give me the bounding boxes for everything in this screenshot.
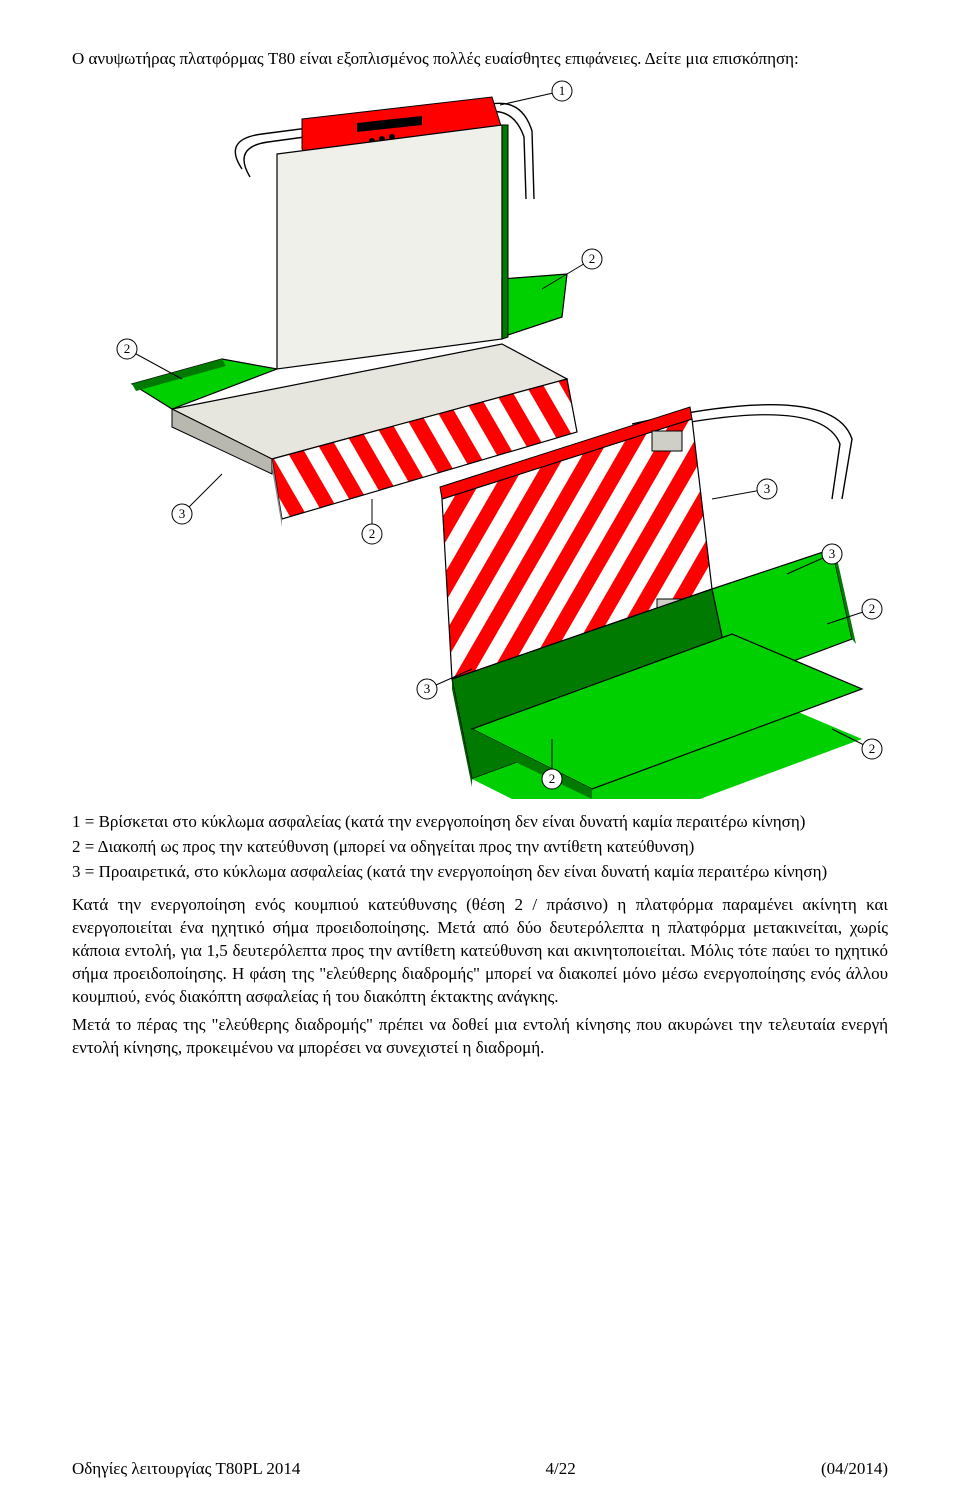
intro-text: Ο ανυψωτήρας πλατφόρμας T80 είναι εξοπλι… [72, 48, 888, 71]
svg-text:3: 3 [829, 546, 836, 561]
lower-view [440, 405, 862, 799]
body-p2: Μετά το πέρας της "ελεύθερης διαδρομής" … [72, 1014, 888, 1060]
svg-text:2: 2 [869, 601, 876, 616]
svg-text:3: 3 [764, 481, 771, 496]
legend-1: 1 = Βρίσκεται στο κύκλωμα ασφαλείας (κατ… [72, 811, 888, 834]
svg-text:2: 2 [124, 341, 131, 356]
upper-view [132, 97, 577, 527]
legend-2: 2 = Διακοπή ως προς την κατεύθυνση (μπορ… [72, 836, 888, 859]
svg-text:3: 3 [424, 681, 431, 696]
svg-text:2: 2 [369, 526, 376, 541]
platform-diagram: 1 2 2 3 2 3 3 [72, 79, 888, 799]
svg-text:3: 3 [179, 506, 186, 521]
svg-text:2: 2 [549, 771, 556, 786]
footer-left: Οδηγίες λειτουργίας T80PL 2014 [72, 1458, 300, 1481]
legend-3: 3 = Προαιρετικά, στο κύκλωμα ασφαλείας (… [72, 861, 888, 884]
page-footer: Οδηγίες λειτουργίας T80PL 2014 4/22 (04/… [72, 1458, 888, 1481]
svg-text:2: 2 [589, 251, 596, 266]
footer-center: 4/22 [546, 1458, 576, 1481]
svg-text:2: 2 [869, 741, 876, 756]
svg-text:1: 1 [559, 83, 566, 98]
footer-right: (04/2014) [821, 1458, 888, 1481]
body-p1: Κατά την ενεργοποίηση ενός κουμπιού κατε… [72, 894, 888, 1009]
